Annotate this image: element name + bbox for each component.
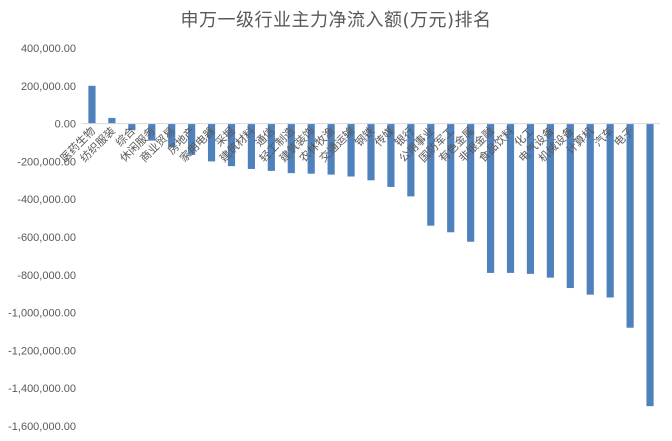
y-axis-ticks: 400,000.00 200,000.00 0.00 -200,000.00 -400,… [8,43,76,433]
bar [526,123,535,274]
bar [566,123,574,289]
bar [467,123,475,242]
y-tick-label: -1,600,000.00 [8,421,76,433]
bar [307,123,315,174]
x-axis-category-labels: 医药生物纺织服装综合休闲服务商业贸易房地产家用电器采掘建筑材料通信轻工制造建筑装… [57,124,636,165]
bar [407,123,415,197]
y-tick-label: -600,000.00 [17,232,76,244]
bar [486,123,495,273]
y-tick-label: -1,400,000.00 [8,383,76,395]
bar [148,123,156,141]
bar [646,123,654,407]
bar [128,123,136,131]
y-tick-label: 400,000.00 [21,43,76,55]
bar [546,123,554,278]
bar [108,117,116,124]
bar [626,123,634,328]
bar [227,123,236,167]
bar [287,123,295,174]
bar [188,123,196,155]
bar [447,123,455,233]
bar [267,123,275,171]
bar [168,123,176,148]
y-tick-label: -200,000.00 [17,156,76,168]
bar [88,85,96,124]
bar [506,123,515,273]
bar [427,123,435,226]
y-tick-label: 200,000.00 [21,81,76,93]
y-tick-label: -400,000.00 [17,194,76,206]
bars-group [88,85,654,407]
bar [586,123,594,295]
bar [247,123,256,169]
bar [367,123,375,181]
y-tick-label: -1,200,000.00 [8,345,76,357]
bar [327,123,335,175]
bar [387,123,395,187]
bar [347,123,355,177]
bar [606,123,614,298]
y-tick-label: 0.00 [55,119,76,131]
y-tick-label: -800,000.00 [17,270,76,282]
bar [207,123,216,162]
y-tick-label: -1,000,000.00 [8,308,76,320]
chart-title: 申万一级行业主力净流入额(万元)排名 [180,10,492,31]
